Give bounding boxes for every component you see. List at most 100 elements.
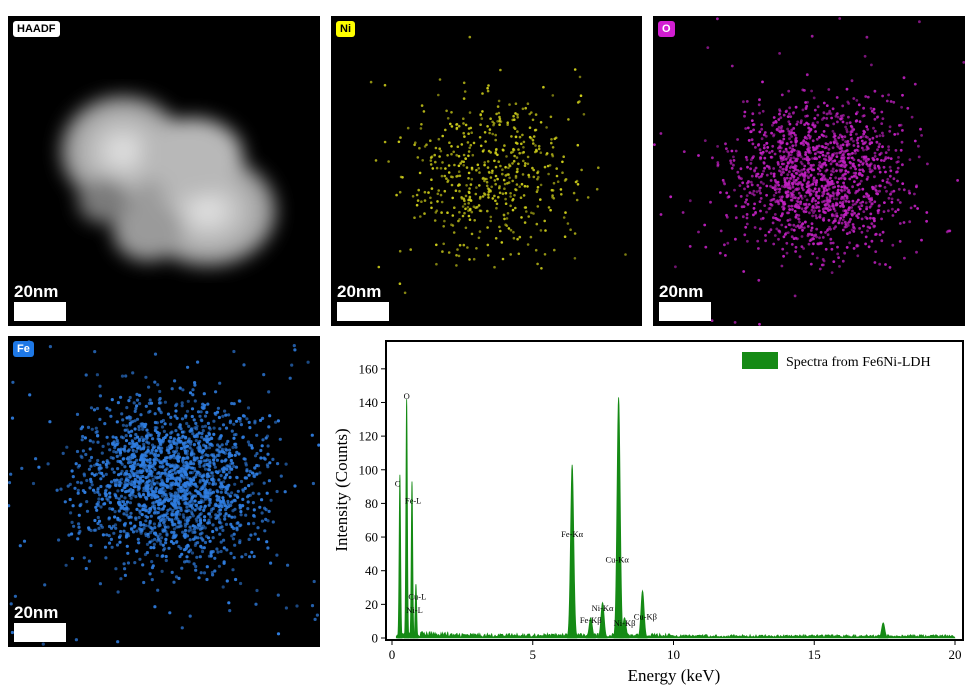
element-dot (901, 163, 904, 167)
element-dot (125, 544, 129, 548)
element-dot (913, 192, 916, 196)
element-dot (824, 207, 828, 210)
element-dot (163, 518, 167, 522)
element-dot (526, 185, 529, 188)
element-dot (191, 432, 195, 436)
element-dot (509, 228, 513, 232)
element-dot (872, 126, 875, 130)
element-dot (500, 241, 504, 244)
element-dot (488, 128, 492, 131)
element-dot (207, 468, 211, 472)
element-dot (547, 172, 550, 176)
element-dot (782, 134, 786, 138)
element-dot (508, 176, 511, 180)
y-tick-label: 80 (365, 496, 378, 511)
element-dot (820, 145, 824, 148)
element-dot (267, 390, 271, 394)
element-dot (771, 123, 774, 127)
element-dot (219, 502, 223, 507)
element-dot (844, 223, 848, 226)
element-dot (238, 506, 242, 510)
element-dot (199, 500, 203, 504)
y-tick-label: 160 (359, 361, 379, 376)
element-dot (165, 497, 170, 501)
element-dot (153, 462, 157, 466)
element-dot (815, 205, 819, 209)
element-dot (821, 236, 825, 239)
element-dot (163, 471, 167, 475)
element-dot (834, 176, 838, 180)
element-dot (758, 148, 762, 152)
element-dot (549, 208, 552, 212)
element-dot (498, 117, 502, 121)
element-dot (787, 204, 791, 208)
legend: Spectra from Fe6Ni-LDH (742, 352, 931, 370)
element-dot (153, 426, 157, 430)
element-dot (125, 500, 129, 504)
element-dot (160, 425, 165, 429)
element-dot (864, 242, 867, 246)
element-dot (222, 546, 226, 550)
element-dot (150, 560, 154, 564)
element-dot (561, 160, 564, 164)
element-dot (310, 433, 314, 437)
element-dot (185, 488, 189, 492)
element-dot (887, 181, 891, 185)
element-dot (397, 140, 401, 144)
element-dot (854, 174, 857, 178)
element-dot (99, 477, 103, 481)
element-dot (98, 384, 102, 388)
element-dot (215, 547, 219, 551)
element-dot (464, 207, 467, 211)
element-dot (76, 491, 80, 495)
element-dot (745, 198, 748, 202)
element-dot (536, 188, 539, 192)
element-dot (749, 180, 753, 184)
element-dot (835, 214, 839, 218)
element-dot (179, 508, 183, 512)
element-dot (217, 478, 221, 482)
element-dot (881, 134, 885, 138)
element-dot (487, 188, 491, 191)
element-dot (225, 487, 229, 491)
scale-label: 20nm (14, 282, 59, 301)
element-dot (140, 435, 144, 439)
element-dot (416, 156, 420, 159)
element-dot (197, 431, 201, 435)
element-dot (566, 222, 570, 225)
element-dot (864, 235, 868, 239)
element-dot (199, 512, 203, 516)
element-dot (836, 252, 840, 256)
y-axis-label: Intensity (Counts) (332, 428, 351, 551)
element-dot (546, 164, 550, 168)
element-dot (504, 165, 507, 169)
element-dot (150, 566, 155, 570)
element-dot (10, 416, 15, 420)
element-dot (439, 149, 443, 153)
element-dot (201, 478, 205, 482)
element-dot (847, 102, 851, 105)
element-dot (458, 210, 461, 214)
y-tick-label: 60 (365, 530, 378, 545)
element-dot (315, 613, 319, 617)
element-dot (202, 508, 206, 512)
element-dot (190, 506, 195, 510)
element-dot (829, 176, 832, 180)
element-dot (766, 146, 770, 149)
element-dot (139, 413, 143, 417)
element-dot (754, 146, 757, 149)
element-dot (514, 141, 518, 145)
element-dot (481, 195, 485, 198)
element-dot (889, 169, 893, 173)
element-dot (67, 533, 71, 537)
element-dot (779, 116, 783, 119)
element-dot (135, 392, 139, 396)
element-dot (293, 484, 297, 488)
element-dot (193, 399, 197, 403)
element-dot (551, 195, 554, 199)
element-dot (162, 504, 166, 508)
element-dot (881, 94, 884, 98)
element-dot (528, 126, 532, 129)
element-dot (201, 454, 205, 458)
element-dot (197, 462, 201, 466)
